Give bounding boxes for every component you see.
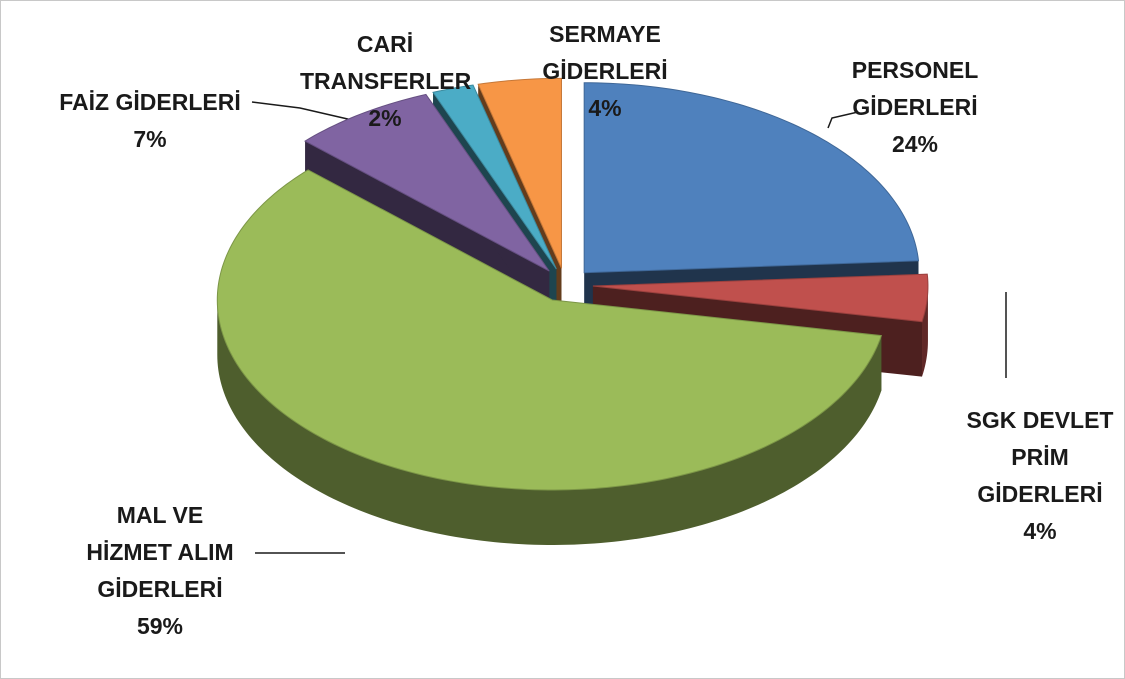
value-label: 4%: [1023, 518, 1057, 544]
slice: [216, 169, 883, 491]
value-label: 2%: [368, 105, 402, 131]
slice: [432, 84, 557, 270]
value-label: 7%: [133, 126, 167, 152]
slice-label: MAL VE HİZMET ALIM GİDERLERİ 59%: [75, 497, 245, 645]
slice-label: PERSONEL GİDERLERİ 24%: [835, 52, 995, 163]
slice: [304, 93, 550, 272]
slice-label: CARİ TRANSFERLER 2%: [300, 26, 472, 137]
category-label: SGK DEVLET PRİM GİDERLERİ: [966, 407, 1114, 507]
slice: [592, 273, 929, 323]
category-label: MAL VE HİZMET ALIM GİDERLERİ: [86, 502, 234, 602]
slice-side: [217, 299, 882, 545]
slice-label: SERMAYE GİDERLERİ 4%: [535, 16, 675, 127]
slice-label: FAİZ GİDERLERİ 7%: [30, 84, 270, 158]
leader-line: [827, 111, 859, 129]
slices: [216, 77, 929, 545]
category-label: FAİZ GİDERLERİ: [59, 89, 241, 115]
slice-label: SGK DEVLET PRİM GİDERLERİ 4%: [965, 402, 1115, 550]
value-label: 24%: [891, 131, 939, 157]
slice: [583, 82, 920, 274]
leader-lines: [251, 101, 1007, 554]
leader-line: [251, 101, 353, 121]
category-label: SERMAYE GİDERLERİ: [542, 21, 668, 84]
value-label: 4%: [588, 95, 622, 121]
category-label: PERSONEL GİDERLERİ: [851, 57, 979, 120]
slice-side: [922, 286, 928, 377]
category-label: CARİ TRANSFERLER: [300, 31, 472, 94]
slice: [477, 77, 562, 269]
value-label: 59%: [136, 613, 184, 639]
